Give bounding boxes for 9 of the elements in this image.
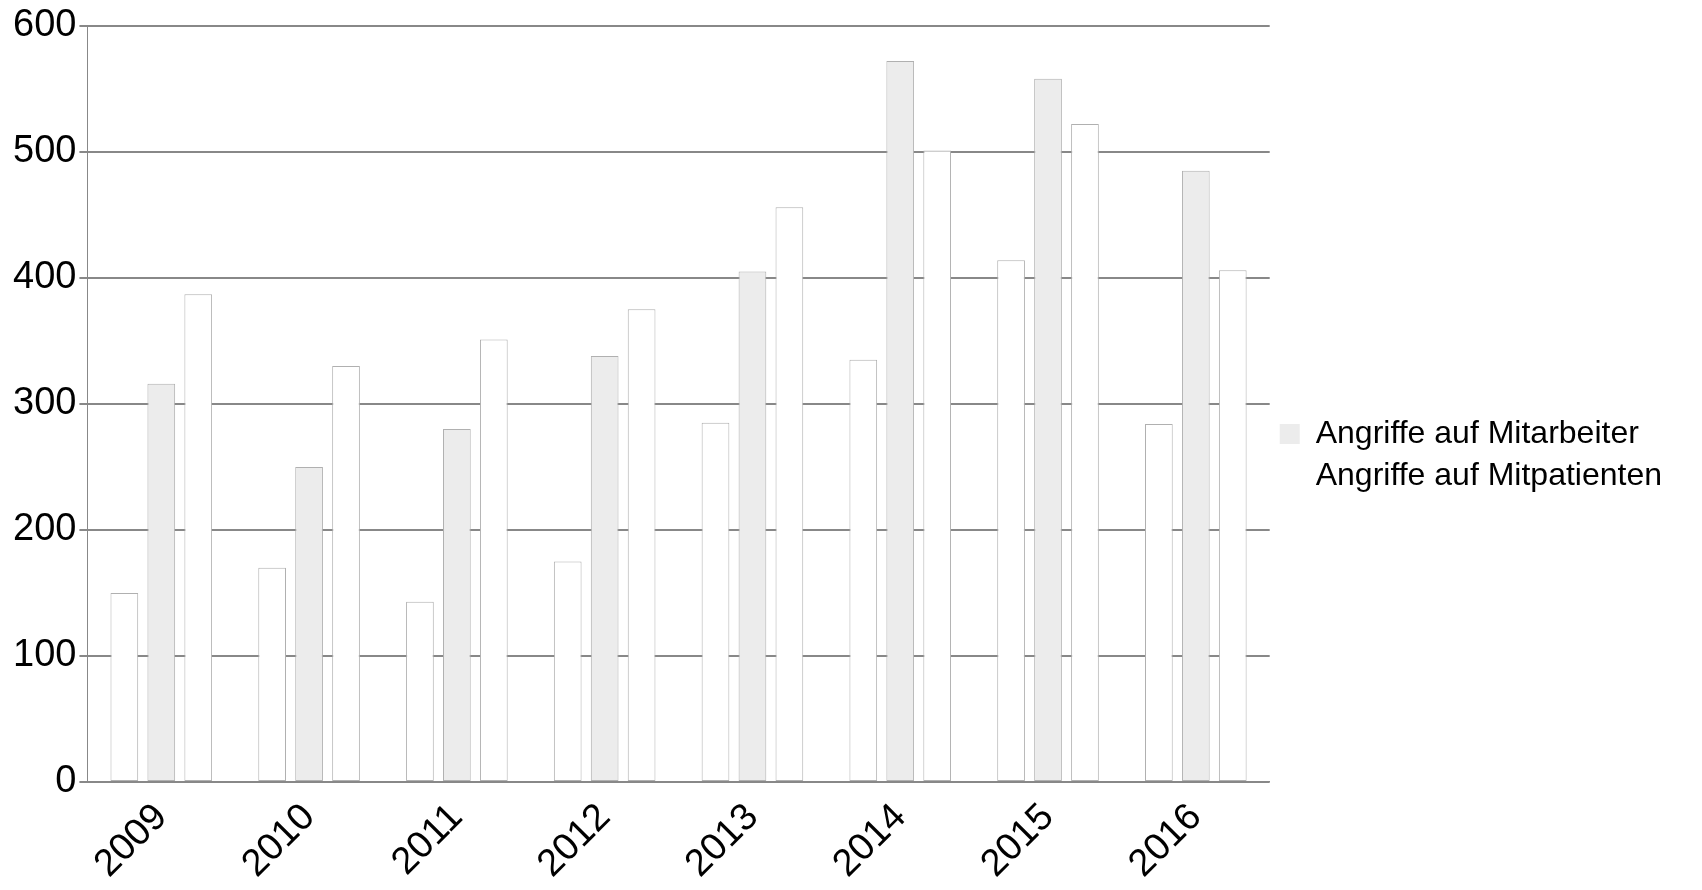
y-tick-label: 0 — [55, 758, 77, 801]
y-tick-label: 300 — [13, 380, 77, 423]
y-tick-label: 600 — [13, 2, 77, 45]
legend-label: Angriffe auf Mitarbeiter — [1315, 413, 1640, 450]
y-tick-label: 200 — [13, 506, 77, 549]
y-tick-label: 400 — [13, 254, 77, 297]
y-tick-label: 100 — [13, 632, 77, 675]
y-tick-label: 500 — [13, 128, 77, 171]
text: Angriffe auf Mitpatienten — [1315, 455, 1662, 492]
